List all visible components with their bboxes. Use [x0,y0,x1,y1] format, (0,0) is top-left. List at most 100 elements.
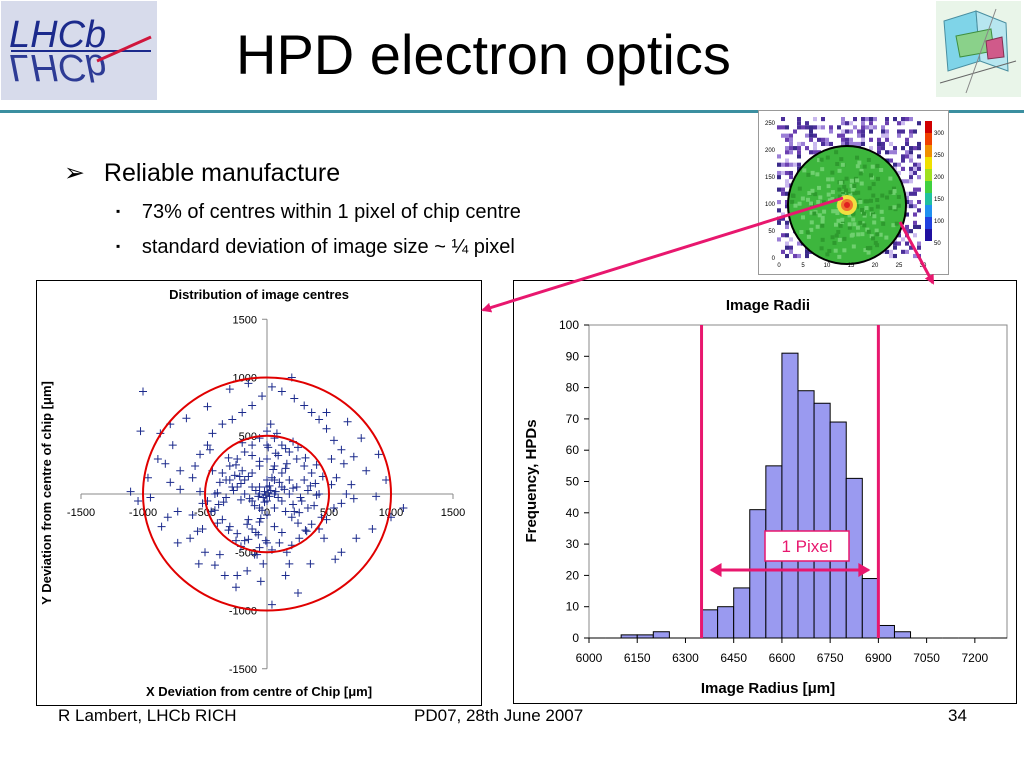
map-cell [797,162,801,167]
map-cell [881,253,885,259]
map-cell [862,223,867,228]
map-y-tick-label: 50 [768,229,775,235]
map-cell [851,244,856,249]
data-point [266,420,275,429]
map-cell [781,212,785,217]
map-scale-label: 150 [934,197,945,203]
data-point [201,548,209,557]
map-cell [789,245,793,250]
data-point [260,498,269,507]
map-cell [889,245,893,250]
map-cell [913,166,917,171]
map-cell [869,137,873,142]
map-cell [841,129,845,134]
map-cell [817,125,821,130]
map-cell [889,154,893,159]
data-point [303,503,312,512]
map-cell [879,168,884,173]
map-cell [917,146,921,151]
map-cell [909,125,913,130]
data-point [281,507,290,516]
data-point [265,492,274,501]
data-point [254,492,263,501]
map-cell [781,249,785,254]
map-cell [885,195,890,200]
map-cell [821,125,825,130]
map-cell [905,162,909,167]
map-cell [821,141,825,147]
map-cell [834,233,839,238]
data-point [271,449,280,458]
map-cell [821,117,825,122]
map-cell [901,237,905,242]
data-point [290,394,299,403]
data-point [362,466,371,475]
data-point [218,420,227,429]
map-cell [789,133,793,138]
bullet-level2: ▪ standard deviation of image size ~ ¼ p… [116,236,515,259]
data-point [248,401,257,410]
histogram-bar [717,606,735,639]
data-point [261,536,270,545]
map-cell [789,237,793,242]
map-cell [837,125,841,130]
map-cell [777,237,781,242]
map-cell [809,201,814,206]
map-cell [875,243,880,248]
data-point [307,469,316,478]
data-point [258,392,267,401]
y-tick-label: 70 [566,412,580,426]
map-cell [913,253,917,259]
map-cell [891,223,896,228]
map-cell [909,179,913,184]
histogram-bar [797,390,815,639]
map-cell [819,157,824,162]
map-cell [810,188,815,193]
map-cell [852,183,857,188]
map-cell [785,150,789,155]
data-point [225,462,234,471]
map-cell [833,222,838,227]
map-cell [817,129,821,134]
map-cell [849,129,853,134]
map-cell [859,181,864,186]
data-point [208,429,217,438]
data-point [311,479,320,488]
map-cell [885,150,889,155]
map-cell [810,170,815,175]
arrowhead-left [709,563,722,577]
map-cell [777,137,781,142]
map-x-tick-label: 20 [872,263,879,269]
map-cell [777,175,781,180]
map-cell [785,253,789,259]
map-cell [825,141,829,147]
map-cell [897,121,901,126]
data-point [244,379,253,388]
map-cell [857,160,862,165]
map-cell [885,129,889,134]
logo-text-mirror: LHCb [9,46,106,88]
map-cell [917,204,921,209]
map-cell [913,129,917,134]
data-point [320,534,329,543]
y-tick-label: 40 [566,506,580,520]
map-cell [836,218,841,223]
map-cell [785,162,789,167]
map-cell [825,117,829,122]
bullet-level1: ➢ Reliable manufacture [64,158,340,188]
map-cell [863,248,868,253]
bullet-square-icon: ▪ [116,204,121,218]
map-cell [777,187,781,192]
map-cell [870,175,875,180]
map-cell [838,180,843,185]
map-cell [893,166,897,171]
map-cell [822,209,827,214]
map-cell [917,183,921,188]
map-cell [813,141,817,147]
map-cell [845,129,849,134]
map-cell [874,228,879,233]
data-point [240,476,249,485]
map-cell [861,125,865,130]
map-cell [905,249,909,254]
map-cell [866,229,871,234]
